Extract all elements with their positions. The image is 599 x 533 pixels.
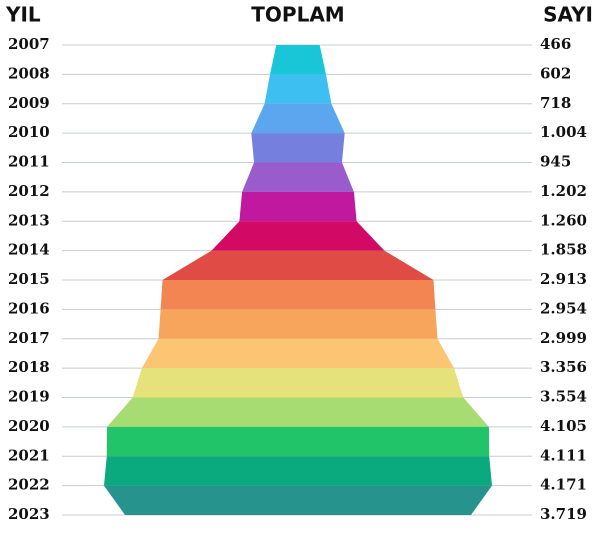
funnel-band [239, 191, 357, 222]
value-label: 718 [540, 94, 571, 112]
value-label: 945 [540, 153, 571, 171]
funnel-band [106, 426, 490, 457]
value-label: 2.999 [540, 329, 587, 347]
value-label: 466 [540, 35, 571, 53]
value-label: 2.954 [540, 299, 587, 317]
funnel-band [107, 397, 489, 427]
year-label: 2007 [8, 35, 50, 53]
year-label: 2008 [8, 64, 50, 82]
left-header: YIL [5, 3, 41, 27]
year-label: 2019 [8, 388, 50, 406]
funnel-band [211, 221, 385, 251]
funnel-band [242, 162, 354, 192]
year-label: 2011 [8, 153, 50, 171]
value-label: 2.913 [540, 270, 587, 288]
funnel-band [132, 368, 464, 398]
year-label: 2012 [8, 182, 50, 200]
value-label: 1.004 [540, 123, 587, 141]
value-label: 3.356 [540, 358, 587, 376]
funnel-band [160, 280, 436, 310]
value-label: 602 [540, 64, 571, 82]
year-label: 2022 [8, 476, 50, 494]
funnel-band [264, 74, 332, 104]
year-label: 2016 [8, 299, 50, 317]
funnel-band [270, 45, 326, 75]
funnel-band [251, 103, 345, 134]
year-label: 2020 [8, 417, 50, 435]
funnel-band [104, 456, 492, 486]
value-label: 4.171 [540, 476, 587, 494]
value-label: 1.202 [540, 182, 587, 200]
value-label: 1.858 [540, 241, 587, 259]
value-label: 1.260 [540, 211, 587, 229]
year-label: 2017 [8, 329, 50, 347]
value-label: 4.105 [540, 417, 587, 435]
right-header: SAYI [543, 3, 593, 27]
funnel-band [158, 309, 438, 339]
funnel-band [162, 250, 434, 280]
value-label: 3.554 [540, 388, 587, 406]
funnel-band [104, 485, 492, 515]
year-label: 2023 [8, 505, 50, 523]
year-label: 2014 [8, 241, 50, 259]
year-label: 2021 [8, 446, 50, 464]
funnel-band [251, 133, 345, 163]
value-label: 3.719 [540, 505, 587, 523]
year-label: 2009 [8, 94, 50, 112]
value-label: 4.111 [540, 446, 587, 464]
funnel-band [141, 338, 455, 369]
year-label: 2018 [8, 358, 50, 376]
year-label: 2010 [8, 123, 50, 141]
year-label: 2015 [8, 270, 50, 288]
year-label: 2013 [8, 211, 50, 229]
chart-title: TOPLAM [251, 3, 344, 27]
